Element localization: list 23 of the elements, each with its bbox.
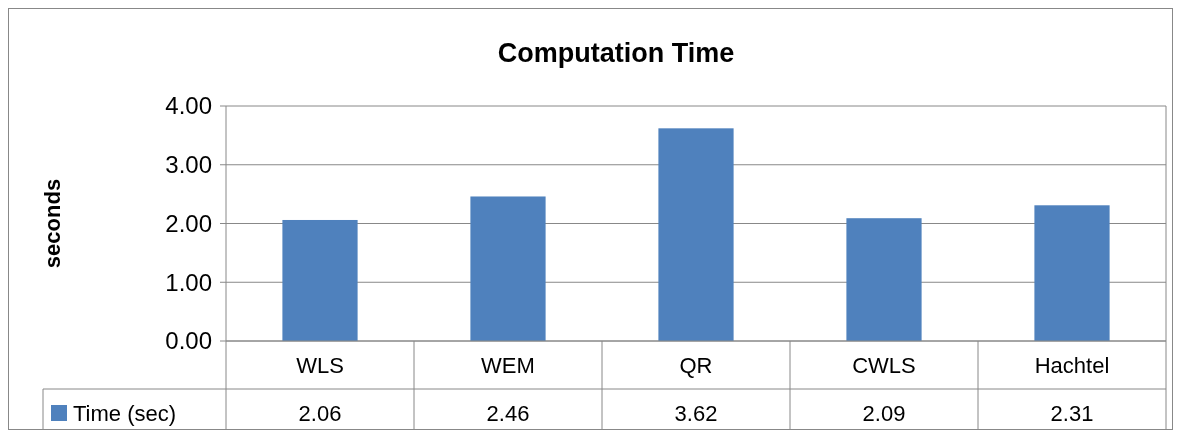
y-tick-label: 4.00 (165, 92, 212, 120)
x-tick-label: CWLS (852, 352, 916, 378)
data-label: 3.62 (674, 400, 718, 426)
bar (846, 218, 922, 341)
chart-title: Computation Time (497, 38, 735, 68)
legend-label: Time (sec) (73, 400, 177, 426)
data-label: 2.31 (1050, 400, 1094, 426)
y-tick-label: 2.00 (165, 209, 212, 237)
data-label: 2.46 (486, 400, 530, 426)
bar (658, 128, 734, 341)
y-tick-label: 3.00 (165, 151, 212, 179)
y-tick-label: 0.00 (165, 327, 212, 355)
x-tick-label: WLS (296, 352, 344, 378)
bar (282, 219, 358, 341)
bar (1034, 205, 1110, 341)
y-axis-title: seconds (40, 178, 65, 269)
data-label: 2.09 (862, 400, 906, 426)
data-label: 2.06 (298, 400, 342, 426)
y-tick-label: 1.00 (165, 268, 212, 296)
x-tick-label: Hachtel (1034, 352, 1110, 378)
bar (470, 196, 546, 341)
x-tick-label: QR (679, 352, 713, 378)
x-tick-label: WEM (481, 352, 535, 378)
